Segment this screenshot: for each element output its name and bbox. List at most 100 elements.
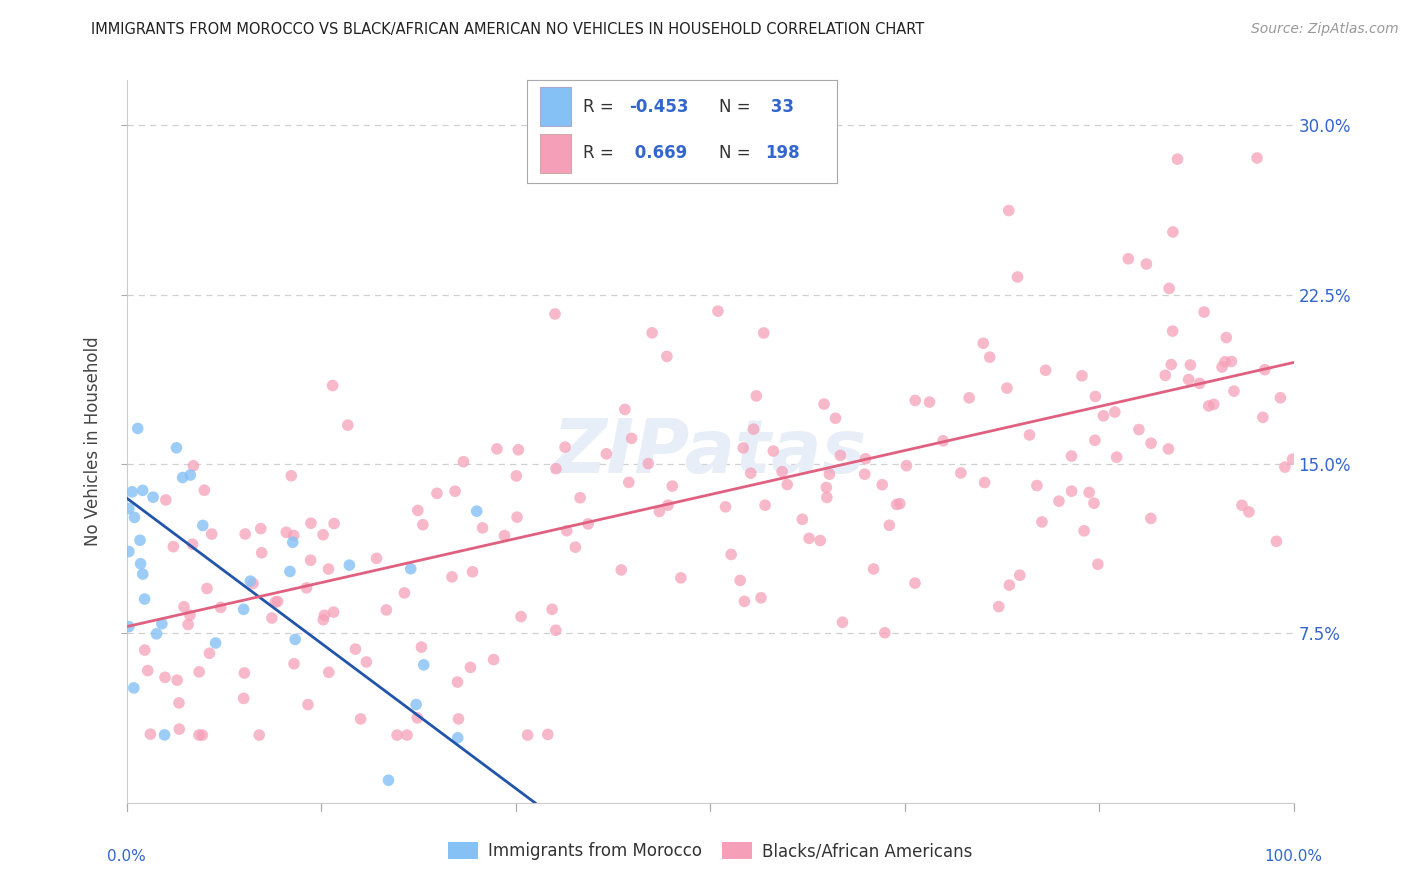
Point [555, 524, 578, 538]
Point [283, 657, 305, 671]
Point [987, 599, 1010, 614]
Point [124, 510, 146, 524]
Text: 0.0%: 0.0% [107, 849, 146, 864]
Point [554, 440, 576, 454]
Point [1160, 358, 1182, 372]
Point [830, 449, 852, 463]
Point [1213, 355, 1236, 369]
Point [1215, 330, 1237, 344]
FancyBboxPatch shape [540, 134, 571, 173]
Point [322, 378, 344, 392]
Point [247, 728, 270, 742]
Point [1254, 362, 1277, 376]
Point [1084, 389, 1107, 403]
Point [870, 477, 893, 491]
Point [979, 350, 1001, 364]
Text: IMMIGRANTS FROM MOROCCO VS BLACK/AFRICAN AMERICAN NO VEHICLES IN HOUSEHOLD CORRE: IMMIGRANTS FROM MOROCCO VS BLACK/AFRICAN… [91, 22, 925, 37]
Point [318, 562, 340, 576]
Point [537, 727, 560, 741]
Point [406, 711, 429, 725]
Point [1092, 409, 1115, 423]
Text: N =: N = [718, 145, 751, 162]
Point [142, 490, 165, 504]
Point [1035, 363, 1057, 377]
Point [655, 350, 678, 364]
Point [150, 616, 173, 631]
Point [620, 431, 643, 445]
Point [118, 544, 141, 558]
Point [349, 712, 371, 726]
Point [276, 525, 298, 540]
Point [482, 652, 505, 666]
Point [749, 591, 772, 605]
Point [1198, 399, 1220, 413]
Point [129, 557, 152, 571]
Point [669, 571, 692, 585]
Point [1166, 152, 1188, 166]
Point [544, 307, 567, 321]
Point [336, 418, 359, 433]
Point [198, 646, 221, 660]
Point [406, 503, 429, 517]
Point [728, 574, 751, 588]
Point [145, 627, 167, 641]
Point [183, 458, 205, 473]
Point [118, 501, 141, 516]
Point [447, 712, 470, 726]
Point [1071, 368, 1094, 383]
Point [297, 698, 319, 712]
Point [797, 532, 820, 546]
Point [471, 521, 494, 535]
Point [1202, 397, 1225, 411]
Point [173, 599, 195, 614]
Point [394, 586, 416, 600]
Point [1274, 460, 1296, 475]
Point [932, 434, 955, 448]
Point [453, 455, 475, 469]
Point [395, 728, 418, 742]
Point [617, 475, 640, 490]
Point [284, 632, 307, 647]
Point [1078, 485, 1101, 500]
Point [1084, 434, 1107, 448]
Point [167, 722, 190, 736]
Point [447, 731, 470, 745]
Point [886, 498, 908, 512]
Point [132, 483, 155, 498]
Point [1281, 452, 1303, 467]
Point [1140, 511, 1163, 525]
Point [1246, 151, 1268, 165]
Legend: Immigrants from Morocco, Blacks/African Americans: Immigrants from Morocco, Blacks/African … [441, 835, 979, 867]
Point [613, 402, 636, 417]
Point [889, 497, 911, 511]
Point [904, 576, 927, 591]
Point [742, 422, 765, 436]
Point [1192, 305, 1215, 319]
Point [1060, 449, 1083, 463]
Point [129, 533, 152, 548]
Point [576, 516, 599, 531]
Point [1128, 423, 1150, 437]
Point [155, 492, 177, 507]
Point [508, 442, 530, 457]
Point [162, 540, 184, 554]
Point [1135, 257, 1157, 271]
Point [139, 727, 162, 741]
Point [118, 620, 141, 634]
Point [637, 457, 659, 471]
Point [295, 581, 318, 595]
Point [1073, 524, 1095, 538]
Point [177, 617, 200, 632]
Point [485, 442, 508, 456]
Point [641, 326, 664, 340]
Point [314, 608, 336, 623]
Point [657, 498, 679, 512]
Point [879, 518, 901, 533]
Point [195, 582, 218, 596]
Point [855, 451, 877, 466]
Point [792, 512, 814, 526]
Point [1161, 324, 1184, 338]
Point [818, 467, 841, 482]
Point [1105, 450, 1128, 465]
Point [264, 595, 287, 609]
